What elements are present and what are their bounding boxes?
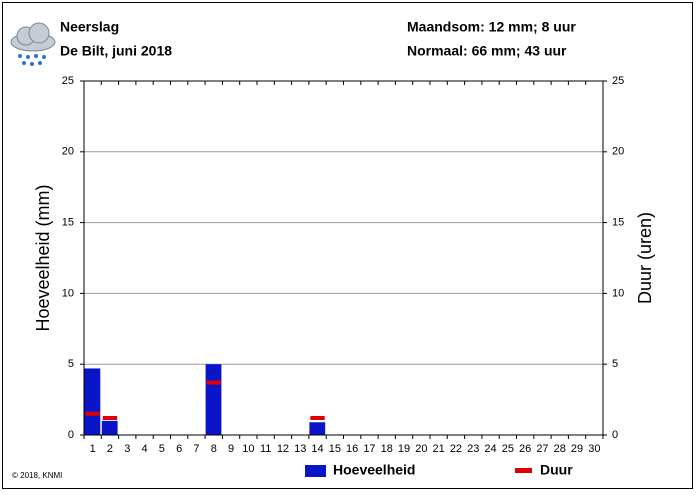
y2-tick-label: 15 bbox=[612, 217, 624, 229]
x-tick-label: 5 bbox=[159, 443, 165, 455]
bar bbox=[205, 364, 222, 435]
x-tick-label: 16 bbox=[346, 443, 358, 455]
plot-frame bbox=[83, 80, 604, 436]
y-tick-label: 5 bbox=[68, 358, 74, 370]
x-tick-label: 15 bbox=[329, 443, 341, 455]
duration-mark bbox=[206, 380, 221, 385]
x-tick-label: 1 bbox=[90, 443, 96, 455]
bar bbox=[309, 422, 326, 435]
x-tick-label: 25 bbox=[502, 443, 514, 455]
y-tick-label: 15 bbox=[62, 217, 74, 229]
x-tick-label: 19 bbox=[398, 443, 410, 455]
duration-mark bbox=[85, 411, 100, 416]
x-tick-label: 22 bbox=[450, 443, 462, 455]
x-tick-label: 29 bbox=[571, 443, 583, 455]
x-tick-label: 7 bbox=[193, 443, 199, 455]
x-tick-label: 28 bbox=[554, 443, 566, 455]
y-tick-label: 25 bbox=[62, 75, 74, 87]
y2-tick-label: 25 bbox=[612, 75, 624, 87]
y2-tick-label: 20 bbox=[612, 146, 624, 158]
title: Neerslag bbox=[60, 19, 119, 35]
summary: Maandsom: 12 mm; 8 uur bbox=[407, 19, 576, 35]
x-tick-label: 8 bbox=[211, 443, 217, 455]
x-tick-label: 26 bbox=[519, 443, 531, 455]
x-tick-label: 14 bbox=[311, 443, 323, 455]
y-tick-label: 10 bbox=[62, 287, 74, 299]
x-tick-label: 24 bbox=[484, 443, 496, 455]
x-tick-label: 13 bbox=[294, 443, 306, 455]
credit: © 2018, KNMI bbox=[12, 471, 62, 480]
legend-swatch bbox=[305, 465, 326, 477]
y2-tick-label: 5 bbox=[612, 358, 618, 370]
x-tick-label: 12 bbox=[277, 443, 289, 455]
legend-label: Duur bbox=[540, 462, 573, 478]
x-tick-label: 18 bbox=[381, 443, 393, 455]
bar bbox=[84, 368, 101, 435]
frame bbox=[2, 2, 693, 489]
legend-swatch bbox=[515, 468, 532, 473]
y2-axis-label: Duur (uren) bbox=[635, 212, 655, 304]
y-tick-label: 20 bbox=[62, 146, 74, 158]
x-tick-label: 23 bbox=[467, 443, 479, 455]
rain-icon bbox=[10, 22, 56, 66]
legend-label: Hoeveelheid bbox=[333, 462, 415, 478]
y-axis-label: Hoeveelheid (mm) bbox=[33, 184, 53, 331]
x-tick-label: 27 bbox=[536, 443, 548, 455]
x-tick-label: 3 bbox=[124, 443, 130, 455]
duration-mark bbox=[310, 416, 325, 421]
y-tick-label: 0 bbox=[68, 429, 74, 441]
x-tick-label: 20 bbox=[415, 443, 427, 455]
x-tick-label: 9 bbox=[228, 443, 234, 455]
x-tick-label: 2 bbox=[107, 443, 113, 455]
x-tick-label: 30 bbox=[588, 443, 600, 455]
x-tick-label: 10 bbox=[242, 443, 254, 455]
x-tick-label: 21 bbox=[433, 443, 445, 455]
x-tick-label: 11 bbox=[260, 443, 271, 455]
x-tick-label: 17 bbox=[363, 443, 375, 455]
bar bbox=[101, 420, 118, 435]
x-tick-label: 4 bbox=[141, 443, 147, 455]
subtitle: De Bilt, juni 2018 bbox=[60, 43, 172, 59]
y2-tick-label: 10 bbox=[612, 287, 624, 299]
y2-tick-label: 0 bbox=[612, 429, 618, 441]
duration-mark bbox=[102, 416, 118, 421]
summary: Normaal: 66 mm; 43 uur bbox=[407, 43, 567, 59]
x-tick-label: 6 bbox=[176, 443, 182, 455]
